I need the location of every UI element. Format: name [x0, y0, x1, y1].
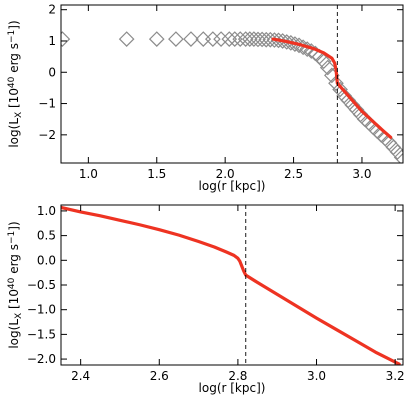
- data-point-diamond: [232, 31, 249, 47]
- data-point-diamond: [389, 144, 403, 160]
- y-axis-title: log(LX [1040 erg s−1]): [7, 221, 24, 348]
- x-axis-title: log(r [kpc]): [199, 381, 266, 395]
- y-axis-title-part: ]): [7, 221, 21, 230]
- data-point-diamond: [319, 59, 336, 76]
- y-tick-label: −1.5: [27, 327, 56, 341]
- data-point-diamond: [168, 31, 184, 47]
- y-tick-label: −2.0: [27, 352, 56, 366]
- x-tick-label: 3.0: [307, 369, 326, 383]
- data-point-diamond: [246, 31, 262, 47]
- data-point-diamond: [226, 31, 243, 47]
- y-axis-title-part: log(L: [7, 118, 21, 148]
- plot-area: [61, 205, 401, 365]
- x-tick-label: 3.0: [352, 167, 371, 181]
- x-tick-label: 3.2: [386, 369, 405, 383]
- chart-panel-1: 1.0 1.5 2.0 2.5 3.0 −2 −1 0 1 2 log(r [kpc]) log(LX…: [7, 3, 404, 193]
- data-point-diamond: [118, 31, 135, 47]
- y-axis-title-part: ]): [7, 20, 21, 29]
- data-point-diamond: [213, 31, 229, 47]
- axes-frame: [60, 204, 404, 366]
- y-tick-label: −2: [38, 128, 56, 142]
- y-tick-label: −0.5: [27, 278, 56, 292]
- axes-frame: [60, 4, 404, 164]
- x-tick-label: 2.8: [228, 369, 247, 383]
- y-axis-title-part: X: [14, 112, 24, 118]
- series-line-2: [271, 37, 393, 139]
- y-axis-title-part: 40: [7, 76, 17, 88]
- y-tick-label: 1: [48, 34, 56, 48]
- data-point-diamond: [328, 75, 344, 92]
- y-axis-title-part: −1: [7, 231, 17, 244]
- x-tick-label: 2.5: [284, 167, 303, 181]
- data-point-diamond: [237, 31, 254, 47]
- y-axis-title: log(LX [1040 erg s−1]): [7, 20, 24, 147]
- plot-area: [61, 31, 403, 163]
- y-tick-label: 0.5: [37, 229, 56, 243]
- data-point-diamond: [204, 31, 221, 47]
- y-axis-title-part: X: [14, 313, 24, 319]
- y-axis-title-part: 40: [7, 277, 17, 289]
- y-tick-label: −1.0: [27, 303, 56, 317]
- chart-panel-2: 2.4 2.6 2.8 3.0 3.2 −2.0 −1.5 −1.0 −0.5 0.0 0.5 1.0…: [7, 204, 405, 395]
- x-tick-label: 2.4: [71, 369, 90, 383]
- y-tick-label: 1.0: [37, 204, 56, 218]
- data-point-diamond: [148, 31, 165, 47]
- y-tick-label: 0: [48, 65, 56, 79]
- y-axis-title-part: −1: [7, 30, 17, 43]
- x-axis-title: log(r [kpc]): [199, 179, 266, 193]
- x-tick-label: 2.6: [150, 369, 169, 383]
- y-axis-title-part: erg s: [7, 244, 21, 278]
- x-tick-label: 2.0: [216, 167, 235, 181]
- data-point-diamond: [221, 31, 238, 47]
- y-axis-title-part: [10: [7, 88, 21, 112]
- y-tick-label: −1: [38, 97, 56, 111]
- x-tick-label: 1.0: [79, 167, 98, 181]
- y-axis-title-part: log(L: [7, 319, 21, 349]
- data-point-diamond: [258, 31, 275, 48]
- data-point-diamond: [393, 149, 403, 163]
- y-tick-label: 2: [48, 3, 56, 17]
- data-point-diamond: [315, 53, 332, 70]
- data-point-diamond: [61, 31, 71, 47]
- y-axis-title-part: erg s: [7, 43, 21, 77]
- y-tick-label: 0.0: [37, 253, 56, 267]
- data-point-diamond: [332, 81, 348, 98]
- data-point-diamond: [183, 31, 199, 47]
- x-tick-label: 1.5: [147, 167, 166, 181]
- y-axis-title-part: [10: [7, 289, 21, 313]
- series-line-1: [61, 205, 401, 365]
